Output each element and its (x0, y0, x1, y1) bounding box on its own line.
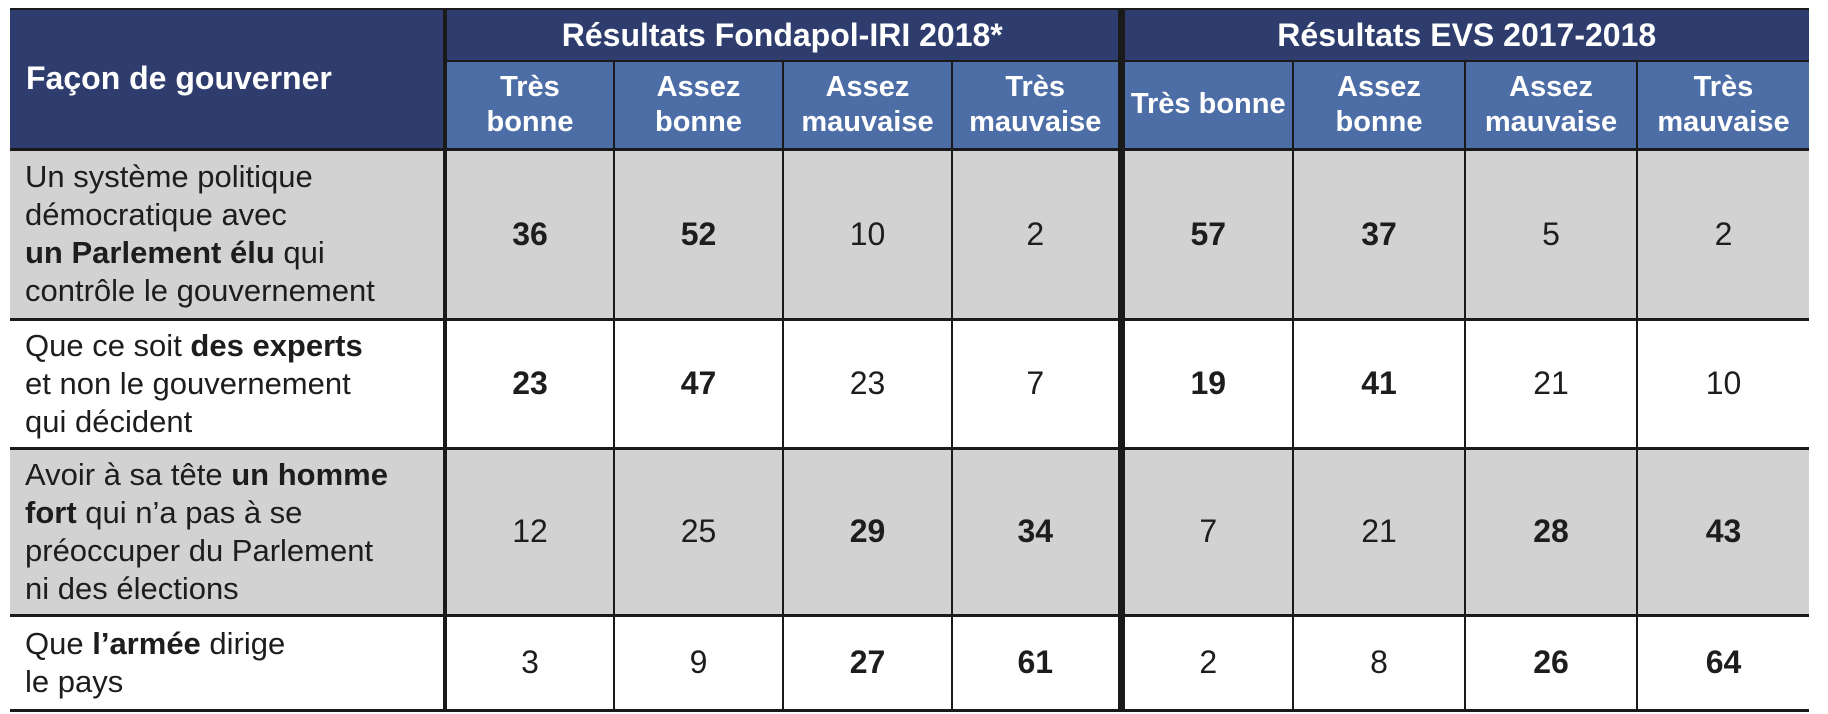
table-row: Un système politique démocratique avec un … (10, 149, 1809, 319)
row-label-bold-segment: des experts (190, 327, 363, 363)
col-header-assez-bonne-evs: Assez bonne (1292, 61, 1465, 149)
row-label-segment: et non le gouvernement (25, 365, 351, 401)
value-cell-fondapol: 25 (613, 448, 783, 615)
value-cell-fondapol: 29 (782, 448, 952, 615)
row-label-segment: qui (274, 235, 325, 270)
value-cell-evs: 2 (1117, 615, 1293, 710)
row-label: Que ce soit des experts et non le gouvern… (10, 319, 445, 448)
value-cell-fondapol: 10 (782, 149, 952, 319)
row-label: Que l’armée dirige le pays (10, 615, 445, 710)
row-label-segment: dirige (200, 625, 286, 661)
row-label-segment: préoccuper du Parlement (25, 532, 374, 568)
col-header-assez-bonne-fondapol: Assez bonne (613, 61, 783, 149)
value-cell-evs: 19 (1117, 319, 1293, 448)
value-cell-evs: 5 (1464, 149, 1637, 319)
row-label: Un système politique démocratique avec un … (10, 149, 445, 319)
row-label-segment: le pays (25, 663, 124, 699)
col-header-assez-mauvaise-evs: Assez mauvaise (1464, 61, 1637, 149)
value-cell-fondapol: 3 (443, 615, 614, 710)
row-label-segment: contrôle le gouvernement (25, 273, 375, 308)
row-label-segment: Avoir à sa tête (25, 456, 232, 492)
value-cell-fondapol: 7 (951, 319, 1121, 448)
value-cell-evs: 28 (1464, 448, 1637, 615)
row-label-segment: qui n’a pas à se (76, 494, 303, 530)
row-label-segment: Un système politique (25, 159, 313, 194)
row-label-segment: ni des élections (25, 570, 239, 606)
results-table: Façon de gouverner Résultats Fondapol-IR… (10, 8, 1809, 712)
value-cell-evs: 43 (1636, 448, 1809, 615)
table-row: Que l’armée dirige le pays 3 9 27 61 2 8 26 64 (10, 615, 1809, 710)
table-row: Que ce soit des experts et non le gouvern… (10, 319, 1809, 448)
value-cell-evs: 7 (1117, 448, 1293, 615)
row-label-segment: Que ce soit (25, 327, 191, 363)
row-label: Avoir à sa tête un homme fort qui n’a pas… (10, 448, 445, 615)
group-header-fondapol: Résultats Fondapol-IRI 2018* (443, 9, 1121, 62)
value-cell-fondapol: 52 (613, 149, 783, 319)
value-cell-evs: 64 (1636, 615, 1809, 710)
value-cell-evs: 26 (1464, 615, 1637, 710)
value-cell-evs: 57 (1117, 149, 1293, 319)
value-cell-evs: 8 (1292, 615, 1465, 710)
col-header-tres-mauvaise-evs: Très mauvaise (1636, 61, 1809, 149)
value-cell-fondapol: 23 (443, 319, 614, 448)
sub-header-row: Très bonne Assez bonne Assez mauvaise Tr… (10, 61, 1809, 149)
value-cell-fondapol: 27 (782, 615, 952, 710)
col-header-tres-bonne-fondapol: Très bonne (443, 61, 614, 149)
value-cell-fondapol: 47 (613, 319, 783, 448)
value-cell-fondapol: 12 (443, 448, 614, 615)
col-header-tres-bonne-evs: Très bonne (1117, 61, 1293, 149)
value-cell-fondapol: 36 (443, 149, 614, 319)
value-cell-evs: 21 (1292, 448, 1465, 615)
value-cell-fondapol: 2 (951, 149, 1121, 319)
row-label-bold-segment: un Parlement élu (25, 235, 275, 270)
col-header-tres-mauvaise-fondapol: Très mauvaise (951, 61, 1121, 149)
row-label-segment: qui décident (25, 403, 193, 439)
value-cell-evs: 41 (1292, 319, 1465, 448)
group-header-evs: Résultats EVS 2017-2018 (1117, 9, 1809, 62)
row-header-title: Façon de gouverner (10, 9, 445, 149)
row-label-bold-segment: fort (25, 494, 77, 530)
col-header-assez-mauvaise-fondapol: Assez mauvaise (782, 61, 952, 149)
value-cell-evs: 2 (1636, 149, 1809, 319)
value-cell-fondapol: 34 (951, 448, 1121, 615)
value-cell-evs: 21 (1464, 319, 1637, 448)
value-cell-evs: 37 (1292, 149, 1465, 319)
value-cell-evs: 10 (1636, 319, 1809, 448)
row-label-bold-segment: un homme (231, 456, 388, 492)
value-cell-fondapol: 61 (951, 615, 1121, 710)
group-header-row: Façon de gouverner Résultats Fondapol-IR… (10, 9, 1809, 149)
row-label-bold-segment: l’armée (92, 625, 201, 661)
value-cell-fondapol: 23 (782, 319, 952, 448)
row-label-segment: démocratique avec (25, 197, 287, 232)
row-label-segment: Que (25, 625, 93, 661)
table-row: Avoir à sa tête un homme fort qui n’a pas… (10, 448, 1809, 615)
value-cell-fondapol: 9 (613, 615, 783, 710)
